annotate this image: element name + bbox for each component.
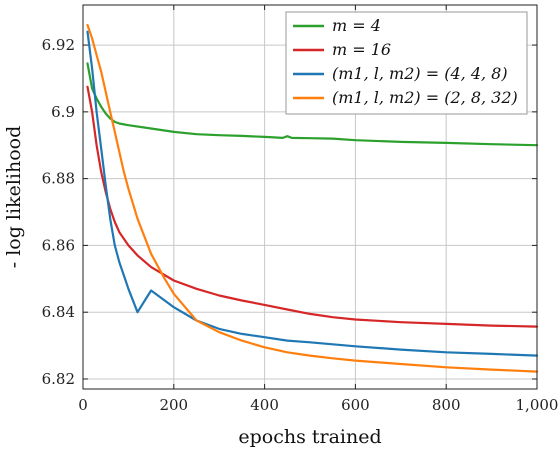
x-tick-label: 0 bbox=[78, 396, 88, 414]
x-tick-label: 800 bbox=[432, 396, 461, 414]
series-line-3 bbox=[86, 30, 539, 357]
legend: m = 4 m = 16 (m1, l, m2) = (4, 4, 8) (m1, l… bbox=[285, 11, 528, 115]
y-tick-label: 6.88 bbox=[42, 170, 75, 188]
x-tick-label: 600 bbox=[341, 396, 370, 414]
legend-box bbox=[285, 11, 528, 115]
x-tick-label: 200 bbox=[159, 396, 188, 414]
y-axis-title: - log likelihood bbox=[3, 126, 25, 269]
legend-label-3: (m1, l, m2) = (4, 4, 8) bbox=[332, 64, 508, 83]
axis-ticks: 0 200 400 600 800 1,000 6.82 6.84 6.86 6.88 6.9 6.9… bbox=[42, 5, 559, 414]
y-tick-label: 6.9 bbox=[51, 103, 75, 121]
y-tick-label: 6.82 bbox=[42, 370, 75, 388]
series-line-1 bbox=[86, 62, 539, 147]
series-line-4 bbox=[86, 23, 539, 373]
legend-label-2: m = 16 bbox=[332, 40, 391, 59]
series-line-2 bbox=[86, 85, 539, 328]
x-tick-label: 1,000 bbox=[516, 396, 559, 414]
y-tick-label: 6.84 bbox=[42, 303, 75, 321]
x-axis-title: epochs trained bbox=[238, 426, 381, 448]
plot-frame bbox=[82, 4, 538, 390]
series-lines bbox=[86, 23, 539, 373]
y-tick-label: 6.92 bbox=[42, 36, 75, 54]
legend-label-4: (m1, l, m2) = (2, 8, 32) bbox=[332, 88, 518, 107]
y-tick-label: 6.86 bbox=[42, 236, 75, 254]
legend-label-1: m = 4 bbox=[332, 16, 381, 35]
x-tick-label: 400 bbox=[250, 396, 279, 414]
